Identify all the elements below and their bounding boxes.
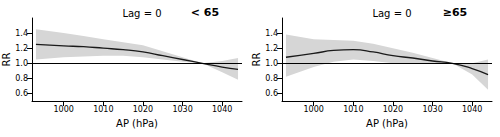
svg-text:1010: 1010 [343, 105, 363, 114]
svg-text:1010: 1010 [93, 105, 113, 114]
svg-text:Lag = 0: Lag = 0 [122, 8, 161, 19]
svg-text:≥65: ≥65 [443, 6, 468, 19]
svg-text:1.0: 1.0 [15, 59, 28, 68]
svg-text:Lag = 0: Lag = 0 [372, 8, 411, 19]
svg-text:1030: 1030 [422, 105, 442, 114]
svg-text:0.8: 0.8 [265, 74, 278, 83]
svg-text:1020: 1020 [133, 105, 153, 114]
svg-text:1040: 1040 [462, 105, 482, 114]
svg-text:0.6: 0.6 [15, 89, 28, 98]
svg-text:1040: 1040 [212, 105, 232, 114]
svg-text:1.2: 1.2 [15, 44, 28, 53]
svg-text:AP (hPa): AP (hPa) [116, 118, 158, 129]
svg-text:AP (hPa): AP (hPa) [366, 118, 408, 129]
svg-text:1.4: 1.4 [15, 29, 28, 38]
svg-text:RR: RR [1, 53, 12, 67]
svg-text:1.0: 1.0 [265, 59, 278, 68]
svg-text:1.4: 1.4 [265, 29, 278, 38]
svg-text:1020: 1020 [383, 105, 403, 114]
svg-text:1.2: 1.2 [265, 44, 278, 53]
svg-text:1030: 1030 [172, 105, 192, 114]
svg-text:1000: 1000 [54, 105, 74, 114]
svg-text:1000: 1000 [304, 105, 324, 114]
svg-text:< 65: < 65 [191, 6, 219, 19]
svg-text:RR: RR [251, 53, 262, 67]
svg-text:0.8: 0.8 [15, 74, 28, 83]
svg-text:0.6: 0.6 [265, 89, 278, 98]
